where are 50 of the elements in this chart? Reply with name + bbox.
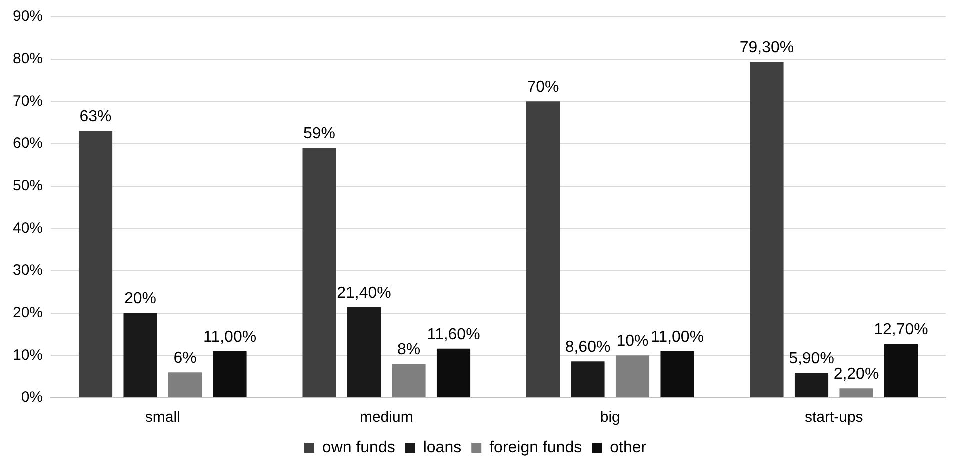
bar <box>347 307 382 398</box>
bar <box>213 351 247 398</box>
bar <box>571 362 605 398</box>
y-tick-label: 40% <box>12 220 44 237</box>
y-tick-label: 90% <box>12 8 44 26</box>
data-label: 20% <box>124 290 157 308</box>
data-label: 70% <box>527 79 560 96</box>
data-label: 10% <box>616 333 649 350</box>
y-tick-label: 30% <box>12 262 44 280</box>
y-tick-label: 80% <box>12 50 44 68</box>
data-label: 79,30% <box>740 40 794 57</box>
data-label: 12,70% <box>874 322 928 339</box>
x-tick-label: big <box>600 409 620 426</box>
y-tick-label: 60% <box>12 135 44 152</box>
bar <box>794 373 829 398</box>
bar <box>78 131 113 398</box>
data-label: 8% <box>397 342 421 359</box>
bar <box>750 62 784 398</box>
data-label: 5,90% <box>789 350 834 368</box>
bar <box>302 148 336 398</box>
y-tick-label: 10% <box>12 346 44 364</box>
y-tick-label: 0% <box>21 389 44 406</box>
y-tick-label: 20% <box>12 304 44 322</box>
bar <box>884 344 918 398</box>
data-label: 11,00% <box>203 328 257 346</box>
legend-label: loans <box>423 439 462 456</box>
bar <box>392 364 426 398</box>
bar <box>616 356 650 398</box>
data-label: 2,20% <box>834 366 880 384</box>
y-tick-label: 70% <box>12 92 44 110</box>
legend-label: other <box>610 439 648 456</box>
data-label: 6% <box>174 350 197 368</box>
data-label: 11,60% <box>427 326 480 344</box>
legend-label: own funds <box>322 439 396 456</box>
bar <box>660 351 694 398</box>
bar <box>840 388 874 398</box>
data-label: 11,00% <box>650 328 704 346</box>
data-label: 8,60% <box>565 339 611 356</box>
data-label: 63% <box>80 108 112 126</box>
bar <box>124 313 158 398</box>
bar <box>168 372 202 398</box>
bar <box>436 348 471 398</box>
legend-label: foreign funds <box>490 439 582 456</box>
bar <box>526 102 560 398</box>
y-tick-label: 50% <box>12 177 44 194</box>
x-tick-label: start-ups <box>804 409 864 426</box>
x-tick-label: medium <box>360 409 414 426</box>
data-label: 59% <box>304 126 336 143</box>
x-tick-label: small <box>145 409 180 426</box>
data-label: 21,40% <box>337 284 392 302</box>
